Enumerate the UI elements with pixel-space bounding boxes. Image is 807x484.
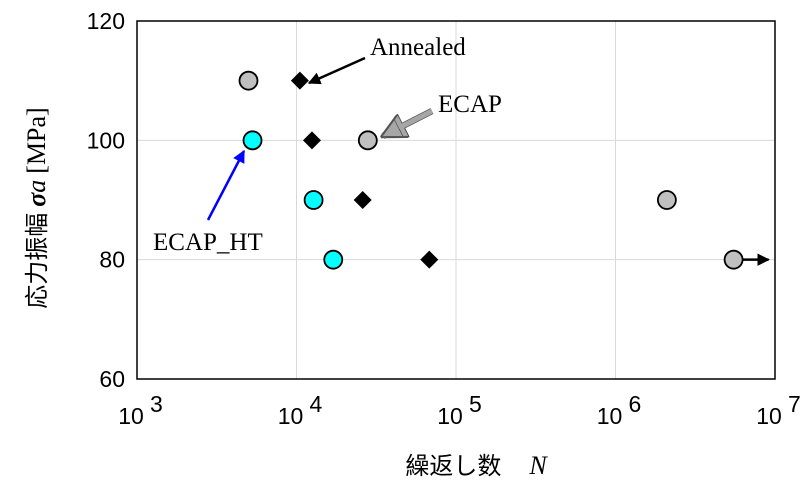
x-tick-exponent: 3 (150, 391, 163, 417)
data-point-circle (238, 70, 259, 91)
data-point-circle (723, 249, 744, 270)
data-points (238, 70, 770, 270)
annotation-label: ECAP_HT (153, 229, 263, 256)
data-point-diamond (353, 191, 372, 209)
data-point-diamond (302, 131, 321, 150)
data-point-circle (303, 190, 324, 210)
x-tick-exponent: 4 (310, 391, 323, 417)
x-tick-label: 10 (756, 403, 782, 429)
annotation-arrow (206, 149, 246, 221)
x-tick-exponent: 7 (788, 391, 801, 417)
x-tick-exponent: 6 (629, 391, 642, 417)
annotation-arrow (307, 56, 366, 85)
plot-frame (136, 20, 776, 380)
annotation-arrow (383, 108, 434, 139)
y-axis-label-text: 応力振幅 σa [MPa] (22, 107, 51, 308)
grid-lines (136, 20, 776, 380)
x-tick-label: 10 (118, 403, 144, 429)
data-point-circle (242, 130, 263, 151)
x-axis-label-symbol: N (528, 451, 548, 480)
x-tick-label: 10 (597, 403, 623, 429)
y-tick-label: 120 (87, 8, 125, 34)
y-axis-label-subscript: a (22, 180, 51, 193)
y-axis-label: 応力振幅 σa [MPa] (22, 107, 51, 308)
x-tick-label: 10 (437, 403, 463, 429)
y-tick-label: 100 (87, 127, 125, 153)
y-axis-label-jp: 応力振幅 (23, 213, 51, 309)
x-axis-label-jp: 繰返し数 (405, 452, 501, 480)
axis-labels: 応力振幅 σa [MPa] 繰返し数 N (22, 107, 548, 480)
x-tick-exponent: 5 (469, 391, 482, 417)
data-point-circle (323, 249, 344, 270)
y-tick-label: 80 (99, 247, 125, 273)
annotation-arrows: Annealed ECAP ECAP_HT (153, 34, 502, 256)
annotation-label: Annealed (370, 34, 466, 61)
y-axis-label-symbol: σ (22, 192, 51, 207)
data-point-circle (357, 130, 378, 151)
x-axis-label: 繰返し数 N (405, 451, 548, 480)
data-point-circle (656, 190, 677, 210)
data-point-diamond (290, 71, 309, 90)
x-tick-label: 10 (278, 403, 304, 429)
y-axis-label-unit: [MPa] (22, 107, 51, 173)
annotation-label: ECAP (438, 91, 502, 118)
y-tick-label: 60 (99, 366, 125, 392)
data-point-diamond (420, 250, 439, 269)
